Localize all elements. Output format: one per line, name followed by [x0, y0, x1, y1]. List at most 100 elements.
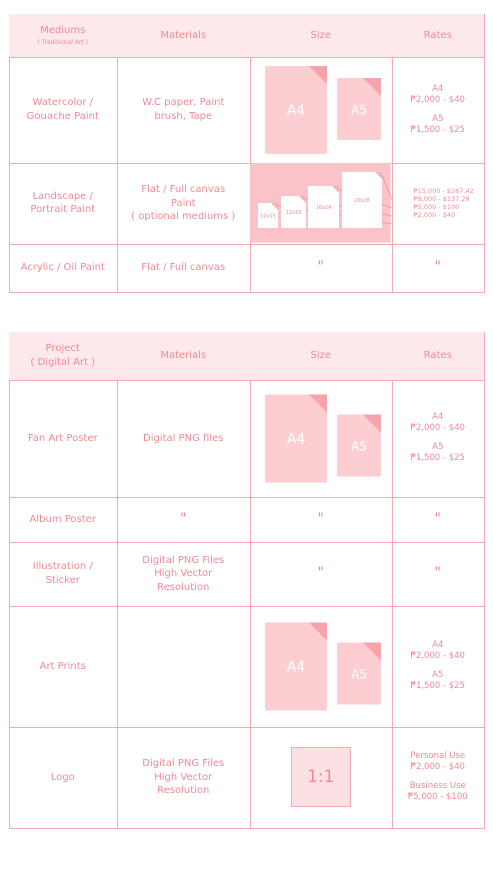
rate-text: ₱2,000 - $40 [413, 211, 456, 220]
paper-sizes: A4 A5 [264, 394, 381, 482]
cell-text: Materials [160, 350, 207, 361]
table-cell [116, 605, 251, 728]
cell-text: brush, Tape [154, 110, 213, 122]
canvas [341, 171, 382, 228]
rate-text: Business Use [409, 781, 466, 792]
table-cell: A4 ₱2,000 - $40 A5 ₱1,500 - $25 [391, 379, 485, 498]
table-cell: Logo [8, 726, 118, 829]
rate-table: Mediums ( Traditional Art ) Materials Size R… [8, 13, 485, 293]
rate-text: Personal Use [410, 751, 466, 762]
table-cell: W.C paper, Paint brush, Tape [116, 56, 251, 164]
canvas-fold [298, 195, 306, 203]
ratio-box: 1:1 [290, 747, 351, 808]
canvas [307, 185, 339, 228]
table-cell: Flat / Full canvas Paint ( optional medium… [116, 162, 251, 245]
rate-text: ₱2,000 - $40 [410, 423, 465, 434]
table-cell: " [116, 496, 251, 543]
ditto-mark: " [434, 259, 441, 275]
cell-text: Landscape / [32, 190, 93, 202]
table-cell: Digital PNG Files High Vector Resolution [116, 541, 251, 607]
table-cell: " [391, 243, 485, 293]
cell-text: Resolution [157, 581, 210, 593]
header-cell: Materials [116, 13, 251, 58]
cell-text: Digital PNG Files [142, 758, 225, 769]
table-cell: Flat / Full canvas [116, 243, 251, 293]
table-cell: 1:1 [249, 726, 393, 829]
rate-group: Business Use ₱5,000 - $100 [408, 781, 468, 803]
header-cell: Project( Digital Art ) [8, 331, 118, 381]
ditto-mark: " [434, 565, 441, 581]
cell-text: W.C paper, Paint [142, 97, 225, 109]
rate-group: A5 ₱1,500 - $25 [411, 114, 465, 136]
paper-sheet [336, 77, 381, 140]
table-cell: " [249, 541, 393, 607]
header-cell: Size [249, 331, 393, 381]
ditto-mark: " [317, 510, 324, 527]
table-cell: Art Prints [8, 605, 118, 728]
ditto-mark: " [434, 510, 441, 527]
table-cell: A4 A5 [249, 56, 393, 164]
cell-text: Rates [423, 29, 452, 41]
paper-fold [362, 642, 381, 660]
table-cell: " [249, 496, 393, 543]
rate-group: A4 ₱2,000 - $40 [411, 84, 465, 106]
table-cell: " [249, 243, 393, 293]
cell-text: Acrylic / Oil Paint [20, 262, 105, 273]
cell-text: Illustration / [32, 561, 93, 573]
table-cell: Digital PNG Files High Vector Resolution [116, 726, 251, 829]
table-cell: A4 A5 [249, 379, 393, 498]
rate-text: ₱5,000 - $100 [413, 203, 460, 212]
table-cell: Acrylic / Oil Paint [8, 243, 118, 293]
paper-label: A5 [351, 667, 367, 681]
cell-text: Album Poster [29, 513, 96, 525]
cell-text: Digital PNG Files [142, 554, 225, 566]
paper-sheet [336, 414, 381, 476]
paper-label: A4 [286, 103, 305, 119]
rate-text: A4 [432, 640, 444, 651]
rate-text: ₱2,000 - $40 [410, 651, 465, 662]
paper-fold [362, 414, 381, 432]
rate-text: A4 [432, 83, 444, 94]
cell-text: Size [310, 29, 332, 41]
paper-sheet [336, 642, 381, 704]
rate-group: A4 ₱2,000 - $40 [411, 640, 465, 662]
cell-text: High Vector [154, 568, 213, 579]
rate-table: Project( Digital Art ) Materials Size Rates… [8, 331, 485, 829]
paper-sheet [264, 394, 327, 482]
cell-text: Gouache Paint [26, 110, 99, 122]
cell-text: Paint [170, 197, 196, 209]
rate-text: ₱5,000 - $100 [407, 792, 468, 803]
canvas-fold [270, 202, 278, 210]
table-cell: 10x15 12x18 16x24 20x28 [249, 162, 393, 245]
cell-text: Logo [50, 771, 75, 783]
paper-label: A5 [351, 439, 367, 453]
leader-line [381, 174, 392, 200]
cell-text: Size [310, 350, 332, 361]
header-cell: Mediums ( Traditional Art ) [8, 13, 118, 58]
rate-text: A5 [432, 113, 444, 124]
rate-group: A5 ₱1,500 - $25 [411, 442, 465, 464]
cell-text: Sticker [45, 574, 80, 586]
cell-text: ( Digital Art ) [30, 356, 96, 368]
paper-fold [308, 394, 327, 412]
ditto-mark: " [317, 565, 324, 581]
table-cell: Album Poster [8, 496, 118, 543]
table-cell: Landscape / Portrait Paint [8, 162, 118, 245]
ditto-mark: " [180, 510, 187, 527]
table-cell: A4 ₱2,000 - $40 A5 ₱1,500 - $25 [391, 605, 485, 728]
cell-text: Watercolor / [32, 97, 93, 109]
canvas-fold [331, 185, 339, 193]
cell-text: High Vector [154, 771, 213, 783]
canvas [280, 195, 306, 228]
paper-fold [308, 65, 327, 84]
rate-text: ₱2,000 - $40 [410, 94, 465, 105]
table-cell: Personal Use ₱2,000 - $40 Business Use ₱5,0… [391, 726, 485, 829]
table-cell: " [391, 541, 485, 607]
rate-group: A4 ₱2,000 - $40 [411, 412, 465, 434]
ditto-mark: " [317, 259, 324, 275]
rate-group: A5 ₱1,500 - $25 [411, 670, 465, 692]
table-cell: A4 A5 [249, 605, 393, 728]
cell-text: Mediums [40, 25, 86, 36]
rate-text: A5 [432, 442, 444, 453]
paper-label: A4 [286, 659, 305, 675]
